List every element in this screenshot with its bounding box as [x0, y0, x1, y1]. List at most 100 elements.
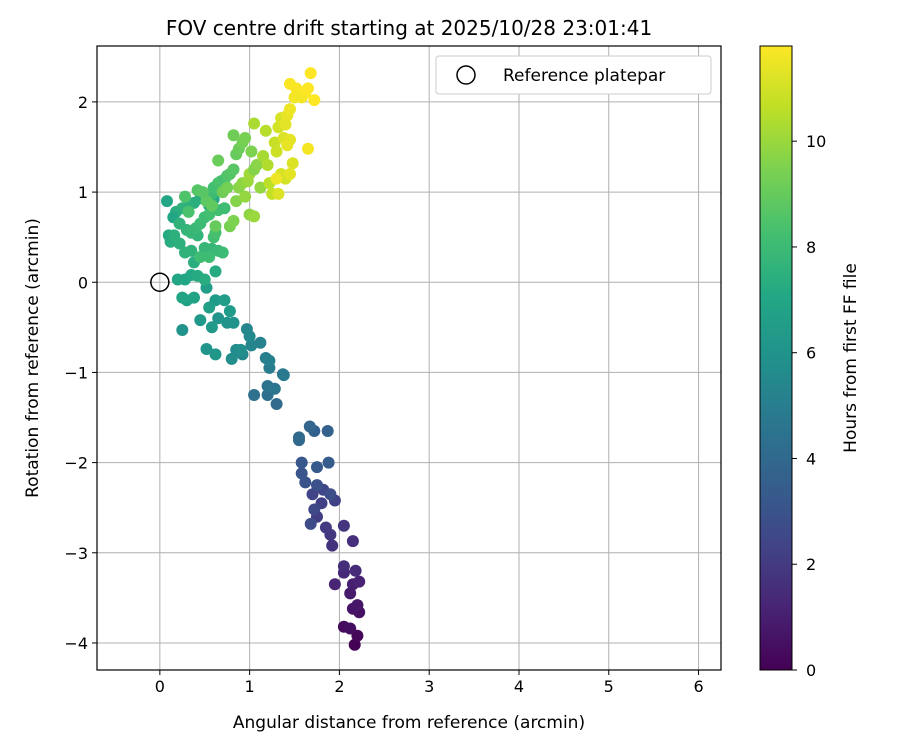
- x-axis-label: Angular distance from reference (arcmin): [233, 713, 585, 733]
- data-point: [203, 301, 216, 314]
- legend-label: Reference platepar: [503, 66, 665, 86]
- data-point: [230, 195, 243, 208]
- x-tick-label: 3: [424, 677, 434, 696]
- data-point: [248, 117, 261, 130]
- data-point: [225, 352, 238, 365]
- x-axis: 0 1 2 3 4 5 6: [155, 670, 704, 696]
- y-tick-label: −3: [64, 544, 88, 563]
- data-point: [205, 199, 218, 212]
- data-point: [272, 187, 285, 200]
- colorbar-label: Hours from first FF file: [841, 263, 861, 453]
- colorbar-tick-label: 4: [806, 449, 816, 468]
- x-tick-label: 6: [693, 677, 703, 696]
- data-point: [227, 163, 240, 176]
- x-tick-label: 5: [604, 677, 614, 696]
- colorbar-gradient: [759, 45, 793, 671]
- data-points: [161, 67, 366, 651]
- data-point: [261, 159, 274, 171]
- data-point: [351, 599, 364, 612]
- data-point: [218, 202, 231, 215]
- data-point: [308, 94, 321, 107]
- chart-title: FOV centre drift starting at 2025/10/28 …: [166, 16, 652, 40]
- data-point: [212, 154, 225, 167]
- colorbar-tick-label: 0: [806, 661, 816, 680]
- data-point: [216, 246, 229, 259]
- data-point: [263, 354, 276, 367]
- data-point: [270, 172, 283, 185]
- data-point: [221, 316, 234, 329]
- data-point: [198, 273, 211, 286]
- data-point: [223, 305, 236, 318]
- data-point: [209, 348, 222, 361]
- data-point: [221, 181, 234, 194]
- data-point: [245, 145, 258, 158]
- data-point: [328, 578, 341, 591]
- x-tick-label: 1: [245, 677, 255, 696]
- data-point: [227, 214, 240, 227]
- data-point: [259, 124, 272, 137]
- data-point: [212, 312, 225, 325]
- data-point: [188, 291, 200, 304]
- data-point: [234, 343, 247, 356]
- colorbar-ticks: 0 2 4 6 8 10: [792, 132, 826, 680]
- data-point: [203, 208, 216, 221]
- data-point: [321, 425, 334, 437]
- data-point: [248, 210, 261, 223]
- data-point: [306, 488, 319, 501]
- data-point: [254, 336, 267, 349]
- legend: Reference platepar: [435, 55, 712, 95]
- data-point: [337, 519, 350, 532]
- data-point: [279, 118, 292, 131]
- data-point: [322, 456, 335, 469]
- data-point: [194, 314, 207, 327]
- y-tick-label: −4: [64, 634, 88, 653]
- y-tick-label: −2: [64, 454, 88, 473]
- data-point: [293, 431, 305, 444]
- data-point: [290, 82, 303, 95]
- data-point: [349, 564, 362, 577]
- data-point: [209, 265, 222, 278]
- y-tick-label: 0: [78, 273, 88, 292]
- data-point: [161, 195, 173, 208]
- data-point: [270, 398, 283, 410]
- data-point: [299, 476, 312, 489]
- y-tick-label: 1: [78, 183, 88, 202]
- data-point: [227, 129, 240, 142]
- data-point: [182, 205, 195, 218]
- data-point: [185, 244, 198, 257]
- x-tick-label: 4: [514, 677, 524, 696]
- colorbar-tick-label: 8: [806, 238, 816, 257]
- data-point: [268, 136, 281, 149]
- data-point: [250, 159, 263, 171]
- data-point: [268, 382, 281, 395]
- data-point: [311, 461, 323, 474]
- x-tick-label: 0: [155, 677, 165, 696]
- data-point: [218, 294, 231, 307]
- data-point: [209, 220, 222, 233]
- data-point: [303, 420, 316, 433]
- data-point: [344, 587, 357, 600]
- y-tick-label: −1: [64, 363, 88, 382]
- data-point: [173, 237, 186, 250]
- data-point: [257, 150, 270, 162]
- data-point: [179, 190, 191, 203]
- data-point: [284, 103, 296, 116]
- data-point: [304, 517, 317, 530]
- y-axis: −4 −3 −2 −1 0 1 2: [64, 93, 97, 653]
- data-point: [277, 369, 290, 382]
- x-tick-label: 2: [334, 677, 344, 696]
- data-point: [311, 479, 323, 492]
- data-point: [239, 190, 252, 203]
- data-point: [281, 139, 294, 152]
- data-point: [176, 324, 189, 336]
- data-point: [324, 488, 337, 501]
- data-point: [344, 622, 357, 635]
- data-point: [200, 343, 213, 355]
- data-point: [203, 251, 216, 263]
- data-point: [302, 82, 314, 95]
- data-point: [326, 539, 339, 552]
- data-point: [176, 291, 189, 304]
- data-point: [295, 456, 308, 469]
- data-point: [245, 339, 258, 352]
